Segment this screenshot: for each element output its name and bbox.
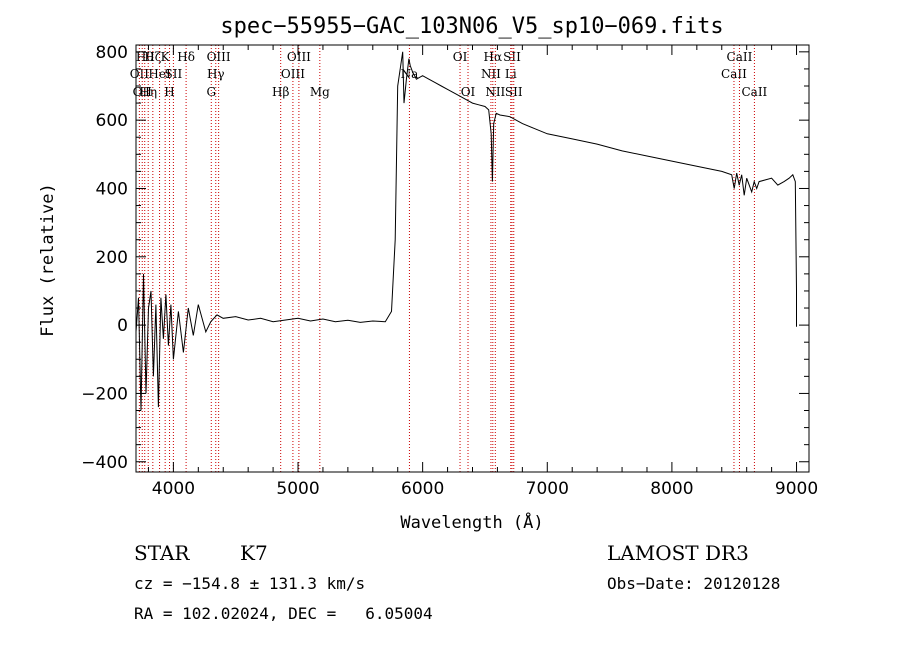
- x-tick-label: 5000: [276, 479, 319, 499]
- coordinates: RA = 102.02024, DEC = 6.05004: [134, 604, 433, 623]
- marker-label: Li: [505, 67, 517, 81]
- marker-label: SII: [165, 67, 183, 81]
- x-tick-label: 9000: [775, 479, 818, 499]
- y-tick-label: 200: [96, 248, 128, 268]
- observation-date: Obs−Date: 20120128: [607, 574, 780, 593]
- plot-frame: [135, 44, 810, 473]
- marker-label: K: [161, 50, 171, 64]
- object-class: STAR: [134, 541, 190, 565]
- marker-label: CaII: [727, 50, 753, 64]
- chart-title: spec−55955−GAC_103N06_V5_sp10−069.fits: [220, 14, 723, 39]
- marker-label: NII: [481, 67, 501, 81]
- marker-label: Hα: [484, 50, 503, 64]
- y-tick-label: −200: [81, 384, 128, 404]
- marker-label: Mg: [310, 85, 330, 99]
- y-tick-label: −400: [81, 453, 128, 473]
- marker-label: SII: [505, 85, 523, 99]
- spectral-line-markers: OII OII Hθ Hη Hζ HeI K H SII Hδ G Hγ OIII Hβ OIII OIII M…: [130, 45, 768, 472]
- marker-label: SII: [503, 50, 521, 64]
- marker-label: NII: [485, 85, 505, 99]
- marker-label: Hζ: [144, 50, 161, 64]
- object-subclass: K7: [240, 541, 268, 565]
- spectrum-line: [135, 51, 797, 411]
- y-tick-label: 600: [96, 111, 128, 131]
- marker-label: OIII: [207, 50, 231, 64]
- marker-label: OIII: [281, 67, 305, 81]
- y-tick-label: 800: [96, 43, 128, 63]
- marker-label: Hδ: [177, 50, 195, 64]
- marker-label: OI: [461, 85, 476, 99]
- marker-label: OIII: [287, 50, 311, 64]
- redshift-velocity: cz = −154.8 ± 131.3 km/s: [134, 574, 365, 593]
- survey-name: LAMOST DR3: [607, 541, 749, 565]
- marker-label: Na: [401, 67, 419, 81]
- marker-label: OII: [133, 85, 153, 99]
- marker-label: CaII: [721, 67, 747, 81]
- marker-label: H: [164, 85, 174, 99]
- y-axis-label: Flux (relative): [38, 183, 58, 337]
- axis-ticks: 4000 5000 6000 7000 8000 9000 −400 −200 0 200 400 6…: [81, 43, 818, 499]
- x-axis-label: Wavelength (Å): [400, 511, 543, 533]
- marker-label: Hη: [139, 85, 157, 99]
- marker-label: Hθ: [136, 50, 154, 64]
- y-tick-label: 0: [117, 316, 128, 336]
- marker-label: OI: [453, 50, 468, 64]
- x-tick-label: 4000: [152, 479, 195, 499]
- marker-label: OII: [130, 67, 150, 81]
- x-tick-label: 7000: [526, 479, 569, 499]
- marker-label: Hγ: [207, 67, 225, 81]
- marker-label: G: [206, 85, 216, 99]
- marker-label: HeI: [148, 67, 171, 81]
- marker-label: Hβ: [272, 85, 289, 99]
- y-tick-label: 400: [96, 179, 128, 199]
- x-tick-label: 6000: [401, 479, 444, 499]
- x-tick-label: 8000: [650, 479, 693, 499]
- marker-label: CaII: [741, 85, 767, 99]
